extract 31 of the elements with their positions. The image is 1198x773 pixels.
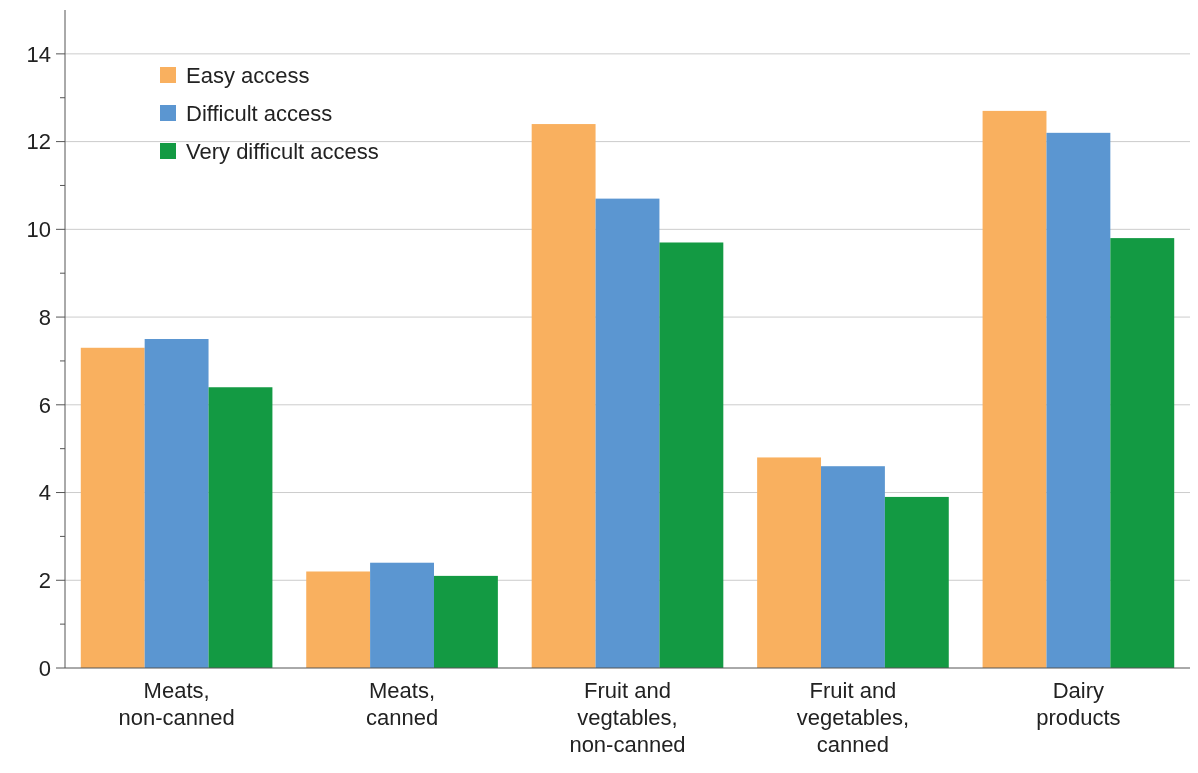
- x-tick-label: Meats, non-canned: [118, 678, 235, 730]
- bar: [531, 124, 596, 668]
- y-tick-label: 4: [38, 480, 51, 506]
- x-tick-label: Fruit and vegetables, canned: [796, 678, 910, 757]
- bar: [821, 466, 885, 668]
- y-tick-label: 12: [26, 129, 51, 155]
- bar: [208, 387, 273, 668]
- bar: [1046, 132, 1111, 668]
- x-tick-label: Meats, canned: [365, 678, 439, 730]
- y-tick-label: 0: [38, 655, 51, 681]
- y-tick-label: 14: [26, 41, 51, 67]
- bar: [595, 198, 660, 668]
- x-tick-label: Dairy products: [1036, 678, 1121, 730]
- bar: [433, 575, 498, 668]
- bar: [884, 496, 949, 668]
- legend-label: Easy access: [186, 62, 310, 88]
- bar: [982, 110, 1047, 668]
- legend-label: Very difficult access: [186, 138, 379, 164]
- legend-label: Difficult access: [186, 100, 333, 126]
- y-tick-label: 2: [38, 567, 51, 593]
- bar: [144, 339, 209, 668]
- bar: [659, 242, 724, 668]
- bar: [757, 457, 822, 668]
- y-tick-label: 8: [38, 304, 51, 330]
- bar: [306, 571, 371, 668]
- y-tick-label: 6: [38, 392, 51, 418]
- x-tick-label: Fruit and vegtables, non-canned: [569, 678, 686, 757]
- bar: [80, 347, 145, 668]
- y-tick-label: 10: [26, 217, 51, 243]
- bar: [370, 562, 434, 668]
- bar: [1110, 238, 1175, 668]
